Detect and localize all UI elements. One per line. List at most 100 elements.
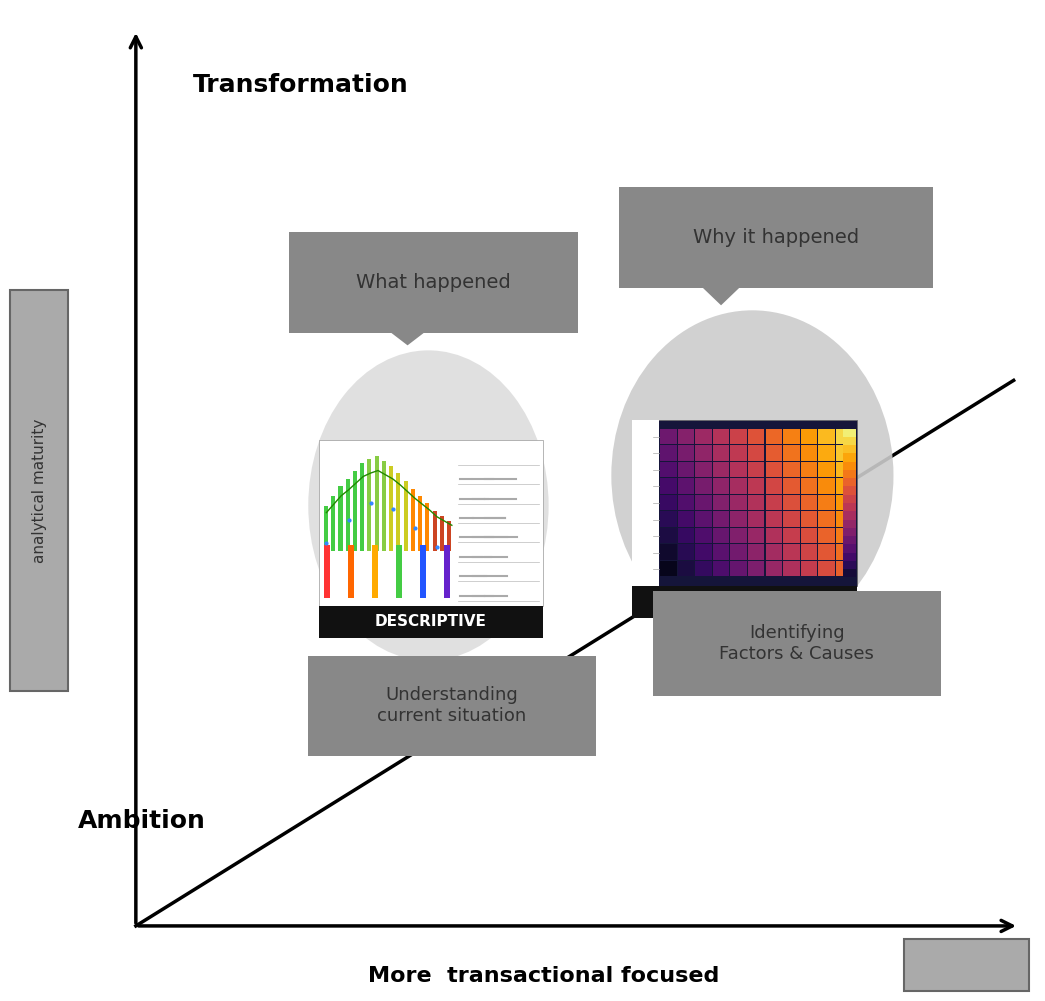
FancyBboxPatch shape — [730, 461, 747, 477]
FancyBboxPatch shape — [748, 512, 764, 527]
FancyBboxPatch shape — [678, 512, 694, 527]
FancyBboxPatch shape — [632, 586, 857, 618]
Text: Identifying
Factors & Causes: Identifying Factors & Causes — [719, 624, 875, 663]
FancyBboxPatch shape — [695, 478, 712, 493]
FancyBboxPatch shape — [713, 512, 729, 527]
FancyBboxPatch shape — [678, 561, 694, 577]
FancyBboxPatch shape — [730, 478, 747, 493]
FancyBboxPatch shape — [748, 445, 764, 460]
FancyBboxPatch shape — [836, 445, 853, 460]
FancyBboxPatch shape — [843, 445, 856, 453]
FancyBboxPatch shape — [396, 473, 400, 551]
FancyBboxPatch shape — [730, 545, 747, 560]
FancyBboxPatch shape — [713, 445, 729, 460]
FancyBboxPatch shape — [319, 440, 543, 606]
FancyBboxPatch shape — [836, 428, 853, 444]
FancyBboxPatch shape — [713, 428, 729, 444]
FancyBboxPatch shape — [361, 463, 365, 551]
FancyBboxPatch shape — [766, 428, 782, 444]
FancyBboxPatch shape — [660, 445, 676, 460]
FancyBboxPatch shape — [619, 187, 933, 288]
FancyBboxPatch shape — [420, 545, 425, 598]
FancyBboxPatch shape — [836, 478, 853, 493]
FancyBboxPatch shape — [695, 494, 712, 511]
FancyBboxPatch shape — [678, 478, 694, 493]
FancyBboxPatch shape — [748, 478, 764, 493]
FancyBboxPatch shape — [843, 569, 856, 578]
FancyBboxPatch shape — [695, 528, 712, 544]
FancyBboxPatch shape — [843, 436, 856, 445]
FancyBboxPatch shape — [660, 528, 676, 544]
FancyBboxPatch shape — [713, 461, 729, 477]
FancyBboxPatch shape — [843, 453, 856, 461]
FancyBboxPatch shape — [836, 545, 853, 560]
FancyBboxPatch shape — [695, 561, 712, 577]
FancyBboxPatch shape — [818, 445, 835, 460]
FancyBboxPatch shape — [632, 420, 857, 586]
FancyBboxPatch shape — [440, 516, 444, 551]
FancyBboxPatch shape — [818, 478, 835, 493]
FancyBboxPatch shape — [695, 461, 712, 477]
FancyBboxPatch shape — [433, 511, 437, 551]
FancyBboxPatch shape — [374, 456, 378, 551]
FancyBboxPatch shape — [836, 512, 853, 527]
FancyBboxPatch shape — [843, 504, 856, 512]
Polygon shape — [695, 280, 747, 305]
FancyBboxPatch shape — [800, 512, 817, 527]
FancyBboxPatch shape — [836, 461, 853, 477]
FancyBboxPatch shape — [843, 494, 856, 504]
FancyBboxPatch shape — [800, 561, 817, 577]
FancyBboxPatch shape — [843, 561, 856, 569]
Text: More  transactional focused: More transactional focused — [368, 966, 719, 986]
FancyBboxPatch shape — [713, 561, 729, 577]
FancyBboxPatch shape — [678, 494, 694, 511]
FancyBboxPatch shape — [800, 528, 817, 544]
FancyBboxPatch shape — [843, 545, 856, 553]
Polygon shape — [381, 325, 434, 345]
FancyBboxPatch shape — [843, 537, 856, 545]
FancyBboxPatch shape — [748, 494, 764, 511]
FancyBboxPatch shape — [800, 445, 817, 460]
FancyBboxPatch shape — [660, 545, 676, 560]
FancyBboxPatch shape — [766, 445, 782, 460]
Text: Why it happened: Why it happened — [693, 228, 859, 247]
FancyBboxPatch shape — [783, 494, 799, 511]
FancyBboxPatch shape — [800, 461, 817, 477]
FancyBboxPatch shape — [339, 486, 343, 551]
FancyBboxPatch shape — [678, 445, 694, 460]
FancyBboxPatch shape — [678, 428, 694, 444]
FancyBboxPatch shape — [660, 512, 676, 527]
FancyBboxPatch shape — [678, 528, 694, 544]
FancyBboxPatch shape — [783, 478, 799, 493]
FancyBboxPatch shape — [904, 939, 1029, 991]
FancyBboxPatch shape — [678, 545, 694, 560]
FancyBboxPatch shape — [800, 545, 817, 560]
FancyBboxPatch shape — [843, 520, 856, 528]
FancyBboxPatch shape — [818, 512, 835, 527]
FancyBboxPatch shape — [660, 461, 676, 477]
FancyBboxPatch shape — [748, 561, 764, 577]
FancyBboxPatch shape — [632, 420, 659, 586]
FancyBboxPatch shape — [730, 561, 747, 577]
FancyBboxPatch shape — [748, 461, 764, 477]
FancyBboxPatch shape — [836, 561, 853, 577]
FancyBboxPatch shape — [766, 528, 782, 544]
FancyBboxPatch shape — [372, 545, 377, 598]
FancyBboxPatch shape — [418, 496, 422, 551]
Ellipse shape — [611, 310, 893, 641]
FancyBboxPatch shape — [660, 494, 676, 511]
FancyBboxPatch shape — [403, 481, 408, 551]
FancyBboxPatch shape — [766, 461, 782, 477]
FancyBboxPatch shape — [843, 461, 856, 470]
FancyBboxPatch shape — [783, 512, 799, 527]
Text: analytical maturity: analytical maturity — [31, 418, 47, 563]
FancyBboxPatch shape — [766, 561, 782, 577]
FancyBboxPatch shape — [836, 528, 853, 544]
Text: What happened: What happened — [356, 273, 511, 292]
FancyBboxPatch shape — [818, 494, 835, 511]
FancyBboxPatch shape — [660, 561, 676, 577]
FancyBboxPatch shape — [308, 656, 596, 756]
FancyBboxPatch shape — [766, 478, 782, 493]
FancyBboxPatch shape — [353, 471, 357, 551]
FancyBboxPatch shape — [695, 428, 712, 444]
